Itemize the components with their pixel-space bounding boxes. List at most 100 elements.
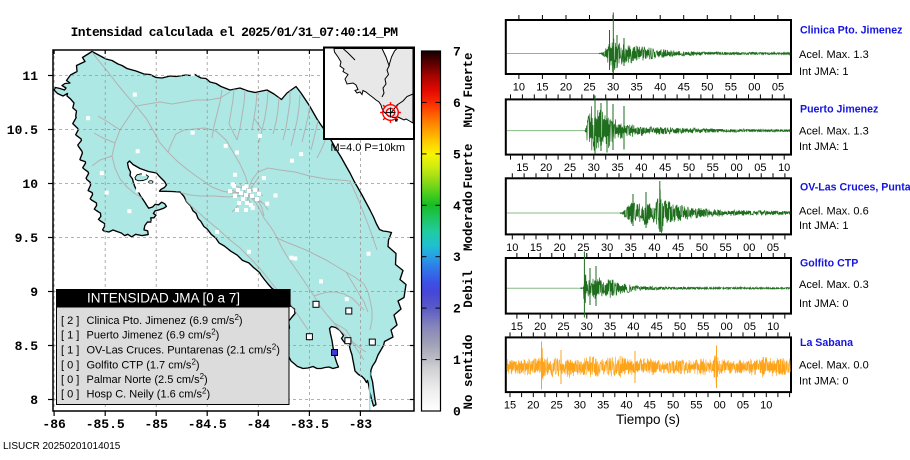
svg-text:Acel. Max. 1.3: Acel. Max. 1.3 [799, 49, 869, 61]
svg-text:[ 0 ]: [ 0 ] [61, 374, 79, 386]
svg-text:M=4.0 P=10km: M=4.0 P=10km [331, 142, 406, 154]
svg-text:30: 30 [601, 242, 613, 254]
svg-text:20: 20 [534, 321, 546, 333]
svg-text:[ 1 ]: [ 1 ] [61, 330, 79, 342]
svg-text:30: 30 [607, 82, 619, 94]
svg-text:Intensidad calculada el 2025/0: Intensidad calculada el 2025/01/31_07:40… [71, 25, 399, 40]
svg-text:Acel. Max. 0.6: Acel. Max. 0.6 [799, 206, 869, 218]
svg-text:Puerto Jimenez: Puerto Jimenez [800, 104, 878, 116]
svg-text:55: 55 [719, 242, 731, 254]
svg-text:05: 05 [744, 321, 756, 333]
svg-text:10: 10 [506, 242, 518, 254]
svg-text:15: 15 [511, 321, 523, 333]
svg-text:35: 35 [604, 321, 616, 333]
svg-text:6: 6 [453, 96, 461, 111]
svg-text:00: 00 [748, 82, 760, 94]
svg-text:10: 10 [767, 321, 779, 333]
svg-text:05: 05 [767, 242, 779, 254]
svg-text:25: 25 [564, 162, 576, 174]
svg-text:10: 10 [778, 162, 790, 174]
svg-text:50: 50 [696, 242, 708, 254]
svg-text:15: 15 [504, 400, 516, 412]
svg-text:Golfito CTP: Golfito CTP [800, 258, 858, 270]
svg-text:10: 10 [513, 82, 525, 94]
svg-text:Acel. Max. 0.3: Acel. Max. 0.3 [799, 279, 869, 291]
svg-text:-84: -84 [247, 417, 271, 432]
svg-text:5: 5 [453, 147, 461, 162]
svg-text:10: 10 [22, 177, 38, 192]
svg-text:20: 20 [540, 162, 552, 174]
svg-text:15: 15 [516, 162, 528, 174]
svg-text:45: 45 [651, 321, 663, 333]
svg-text:15: 15 [530, 242, 542, 254]
svg-text:35: 35 [597, 400, 609, 412]
svg-text:55: 55 [690, 400, 702, 412]
svg-text:25: 25 [583, 82, 595, 94]
svg-text:[ 2 ]: [ 2 ] [61, 315, 79, 327]
svg-text:20: 20 [560, 82, 572, 94]
svg-text:45: 45 [678, 82, 690, 94]
svg-text:Fuerte: Fuerte [462, 143, 476, 188]
svg-text:10: 10 [760, 400, 772, 412]
svg-text:[ 0 ]: [ 0 ] [61, 359, 79, 371]
svg-text:La Sabana: La Sabana [800, 337, 853, 349]
svg-text:30: 30 [581, 321, 593, 333]
svg-text:Clinica Pto. Jimenez: Clinica Pto. Jimenez [800, 25, 902, 37]
svg-text:30: 30 [574, 400, 586, 412]
svg-text:20: 20 [527, 400, 539, 412]
svg-text:INTENSIDAD JMA [0 a 7]: INTENSIDAD JMA [0 a 7] [87, 291, 240, 306]
svg-text:30: 30 [588, 162, 600, 174]
svg-text:00: 00 [730, 162, 742, 174]
svg-text:LISUCR 20250201014015: LISUCR 20250201014015 [3, 441, 121, 452]
svg-text:Hosp C. Neily (1.6 cm/s2): Hosp C. Neily (1.6 cm/s2) [87, 386, 211, 401]
svg-text:2: 2 [453, 302, 461, 317]
svg-text:0: 0 [453, 405, 461, 420]
svg-text:00: 00 [714, 400, 726, 412]
svg-text:00: 00 [720, 321, 732, 333]
svg-text:Debil: Debil [462, 270, 476, 308]
svg-text:05: 05 [754, 162, 766, 174]
svg-text:-86: -86 [42, 417, 66, 432]
svg-text:50: 50 [683, 162, 695, 174]
svg-text:40: 40 [627, 321, 639, 333]
svg-text:Int JMA: 0: Int JMA: 0 [799, 376, 849, 388]
svg-text:35: 35 [611, 162, 623, 174]
svg-text:15: 15 [536, 82, 548, 94]
svg-text:3: 3 [453, 250, 461, 265]
svg-text:05: 05 [737, 400, 749, 412]
svg-text:Int JMA: 1: Int JMA: 1 [799, 66, 849, 78]
svg-text:Clinica Pto. Jimenez (6.9 cm/s: Clinica Pto. Jimenez (6.9 cm/s2) [87, 313, 243, 328]
svg-text:Muy Fuerte: Muy Fuerte [462, 52, 476, 127]
svg-text:Tiempo (s): Tiempo (s) [616, 412, 680, 427]
svg-text:35: 35 [630, 82, 642, 94]
svg-text:05: 05 [772, 82, 784, 94]
svg-text:1: 1 [453, 353, 461, 368]
svg-text:9: 9 [30, 285, 38, 300]
svg-text:[ 0 ]: [ 0 ] [61, 388, 79, 400]
svg-text:25: 25 [550, 400, 562, 412]
svg-text:55: 55 [697, 321, 709, 333]
svg-text:[ 1 ]: [ 1 ] [61, 344, 79, 356]
svg-text:55: 55 [707, 162, 719, 174]
svg-text:40: 40 [635, 162, 647, 174]
svg-text:4: 4 [453, 199, 461, 214]
svg-text:-85: -85 [144, 417, 168, 432]
svg-text:Int JMA: 1: Int JMA: 1 [799, 141, 849, 153]
svg-text:25: 25 [577, 242, 589, 254]
svg-text:25: 25 [557, 321, 569, 333]
svg-text:Puerto Jimenez (6.9 cm/s2): Puerto Jimenez (6.9 cm/s2) [87, 327, 220, 342]
svg-text:8.5: 8.5 [15, 339, 39, 354]
svg-text:11: 11 [22, 69, 38, 84]
svg-text:Moderado: Moderado [462, 191, 476, 251]
svg-text:Acel. Max. 1.3: Acel. Max. 1.3 [799, 126, 869, 138]
svg-text:55: 55 [725, 82, 737, 94]
svg-text:45: 45 [644, 400, 656, 412]
svg-text:50: 50 [667, 400, 679, 412]
svg-text:7: 7 [453, 45, 461, 60]
svg-text:00: 00 [743, 242, 755, 254]
svg-text:Int JMA: 1: Int JMA: 1 [799, 220, 849, 232]
svg-text:50: 50 [701, 82, 713, 94]
svg-text:45: 45 [659, 162, 671, 174]
svg-text:40: 40 [620, 400, 632, 412]
svg-text:45: 45 [672, 242, 684, 254]
